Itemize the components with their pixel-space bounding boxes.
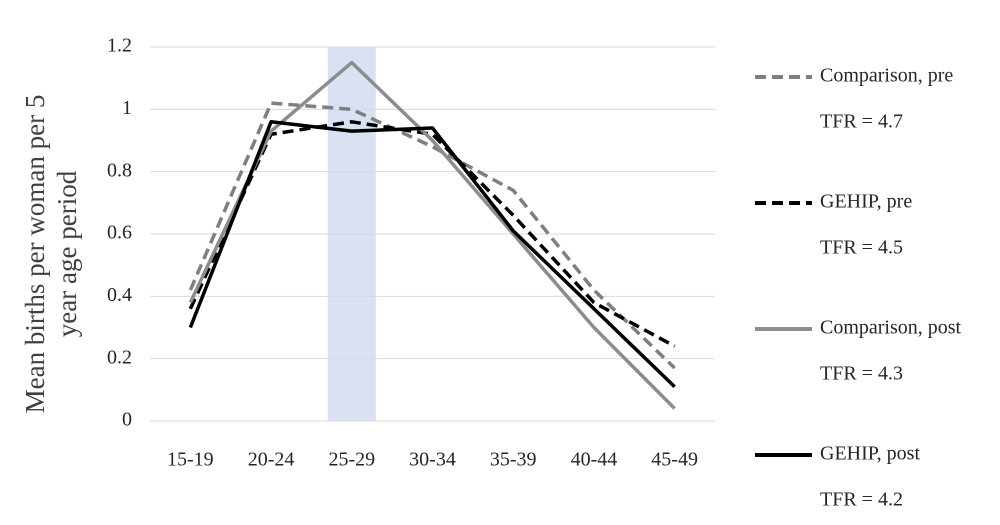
series-line — [188, 120, 676, 388]
x-tick-label: 40-44 — [571, 449, 618, 471]
y-tick-label: 0 — [122, 409, 132, 431]
legend-note: TFR = 4.2 — [820, 489, 903, 511]
x-tick-label: 20-24 — [248, 449, 295, 471]
legend-note: TFR = 4.3 — [820, 363, 903, 385]
x-tick-label: 45-49 — [651, 449, 698, 471]
x-tick-label: 30-34 — [409, 449, 456, 471]
y-tick-label: 1 — [122, 97, 132, 119]
y-tick-label: 0.4 — [107, 284, 132, 306]
x-tick-label: 15-19 — [167, 449, 214, 471]
legend-note: TFR = 4.5 — [820, 237, 903, 259]
legend-label: Comparison, pre — [820, 65, 953, 87]
legend-label: GEHIP, pre — [820, 191, 912, 213]
legend-label: Comparison, post — [820, 317, 962, 339]
y-tick-label: 1.2 — [107, 35, 132, 57]
x-tick-label: 35-39 — [490, 449, 537, 471]
x-tick-label: 25-29 — [328, 449, 375, 471]
legend-label: GEHIP, post — [820, 443, 920, 465]
y-tick-label: 0.6 — [107, 222, 132, 244]
y-axis-label: year age period — [52, 170, 82, 337]
y-axis-label: Mean births per woman per 5 — [20, 95, 50, 414]
y-tick-label: 0.2 — [107, 346, 132, 368]
y-tick-label: 0.8 — [107, 159, 132, 181]
legend-note: TFR = 4.7 — [820, 111, 903, 133]
series-line — [188, 60, 676, 410]
